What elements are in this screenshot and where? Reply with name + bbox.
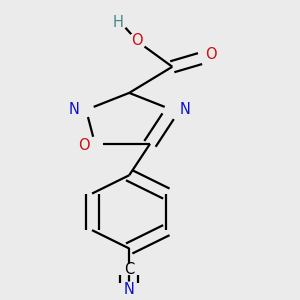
Circle shape [120, 281, 138, 298]
Circle shape [176, 101, 194, 117]
Circle shape [123, 264, 136, 275]
Text: O: O [205, 47, 217, 62]
Circle shape [202, 47, 220, 63]
Text: N: N [124, 282, 135, 297]
Text: O: O [78, 139, 90, 154]
Text: N: N [69, 102, 80, 117]
Circle shape [75, 138, 93, 154]
Text: C: C [124, 262, 134, 277]
Text: O: O [131, 33, 142, 48]
Circle shape [65, 101, 83, 117]
Text: H: H [113, 15, 124, 30]
Circle shape [128, 33, 146, 49]
Text: N: N [180, 102, 190, 117]
Circle shape [112, 17, 125, 28]
